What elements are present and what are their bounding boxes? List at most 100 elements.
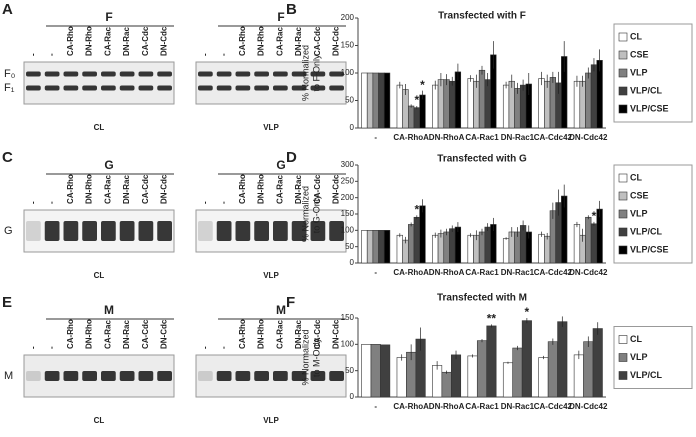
- bar: [544, 235, 551, 264]
- blot-caption: VLP: [263, 271, 279, 280]
- lane-label: CA-Cdc: [141, 26, 150, 56]
- band: [101, 85, 116, 91]
- blot-caption: CL: [94, 123, 105, 132]
- bar: [372, 230, 379, 264]
- band: [310, 371, 326, 381]
- lane-label: -: [47, 53, 56, 56]
- lane-label: CA-Rho: [66, 319, 75, 349]
- panel-letter: D: [286, 149, 297, 166]
- bar: [538, 357, 549, 398]
- lane-label: CA-Rho: [238, 319, 247, 349]
- legend-swatch: [618, 209, 628, 219]
- lane-label: -: [200, 201, 209, 204]
- legend-swatch: [618, 32, 628, 42]
- x-tick-label: CA-RhoA: [393, 133, 429, 142]
- chart-title: Transfected with M: [437, 293, 527, 304]
- bar: [573, 224, 581, 264]
- blot-image: [23, 61, 175, 105]
- band: [26, 371, 41, 381]
- lane-label: DN-Rho: [85, 174, 94, 204]
- bar: [396, 84, 403, 129]
- bar: [467, 78, 474, 129]
- y-tick-label: 0: [350, 123, 355, 132]
- bar: [419, 205, 426, 264]
- band: [291, 371, 307, 381]
- band: [82, 221, 97, 241]
- bar: [519, 225, 527, 264]
- bar: [585, 72, 592, 129]
- band-label: F₁: [4, 82, 15, 94]
- bar: [502, 84, 510, 129]
- lane-label: DN-Rac: [294, 27, 303, 56]
- blot-header: F: [105, 10, 112, 24]
- y-tick-label: 150: [341, 41, 355, 50]
- bar: [402, 89, 409, 129]
- lane-label: -: [219, 53, 228, 56]
- bar: [408, 224, 415, 264]
- y-tick-label: 300: [341, 160, 355, 169]
- lane-label: DN-Rac: [294, 175, 303, 204]
- lane-label: -: [28, 53, 37, 56]
- lane-label: CA-Rac: [103, 175, 112, 204]
- lane-label: -: [219, 346, 228, 349]
- legend-label: VLP: [630, 208, 648, 218]
- y-tick-label: 150: [341, 313, 355, 322]
- bar: [583, 341, 594, 398]
- blot-header: G: [104, 158, 113, 172]
- bar: [473, 80, 480, 129]
- band: [101, 221, 116, 241]
- panel-letter: E: [2, 294, 12, 311]
- blot-image: [195, 61, 347, 105]
- lane-label: DN-Cdc: [160, 319, 169, 349]
- legend-label: VLP: [630, 352, 648, 362]
- band: [82, 71, 97, 77]
- bar: [396, 357, 407, 398]
- bar: [514, 88, 521, 129]
- x-tick-label: DN-Cdc42: [569, 402, 608, 411]
- band: [44, 71, 60, 77]
- blot-header: F: [277, 10, 284, 24]
- band: [329, 221, 344, 241]
- lane-label: CA-Rho: [66, 174, 75, 204]
- legend-label: CSE: [630, 190, 649, 200]
- lane-label: -: [28, 346, 37, 349]
- legend-swatch: [618, 86, 628, 96]
- lane-label: CA-Cdc: [313, 174, 322, 204]
- bar: [372, 72, 379, 129]
- band: [44, 371, 60, 381]
- band: [101, 371, 116, 381]
- x-tick-label: DN-RhoA: [429, 402, 465, 411]
- bar: [370, 344, 381, 398]
- y-tick-label: 0: [350, 258, 355, 267]
- x-tick-label: CA-Rac1: [465, 268, 499, 277]
- band: [273, 85, 288, 91]
- band: [44, 85, 60, 91]
- legend-swatch: [618, 353, 628, 362]
- band: [235, 85, 251, 91]
- band: [101, 71, 116, 77]
- legend-label: VLP/CL: [630, 370, 663, 380]
- bar: [432, 365, 443, 398]
- bar: [508, 80, 515, 129]
- legend-label: VLP/CSE: [630, 103, 669, 113]
- band-label: F₀: [4, 68, 15, 80]
- x-tick-label: CA-Rac1: [465, 133, 499, 142]
- blot-header: M: [276, 303, 286, 317]
- band: [273, 371, 288, 381]
- band: [254, 85, 269, 91]
- bar: [396, 234, 403, 264]
- x-tick-label: -: [374, 133, 377, 142]
- band: [63, 371, 79, 381]
- panel-letter: B: [286, 1, 297, 18]
- bar: [476, 340, 488, 398]
- legend-label: CL: [630, 334, 642, 344]
- bar: [449, 228, 456, 264]
- x-tick-label: DN-Cdc42: [569, 133, 608, 142]
- band: [26, 221, 41, 241]
- lane-label: CA-Cdc: [313, 26, 322, 56]
- panel-letter: C: [2, 149, 13, 166]
- band: [291, 85, 307, 91]
- y-tick-label: 100: [341, 68, 355, 77]
- legend-label: CL: [630, 172, 642, 182]
- band: [198, 85, 213, 91]
